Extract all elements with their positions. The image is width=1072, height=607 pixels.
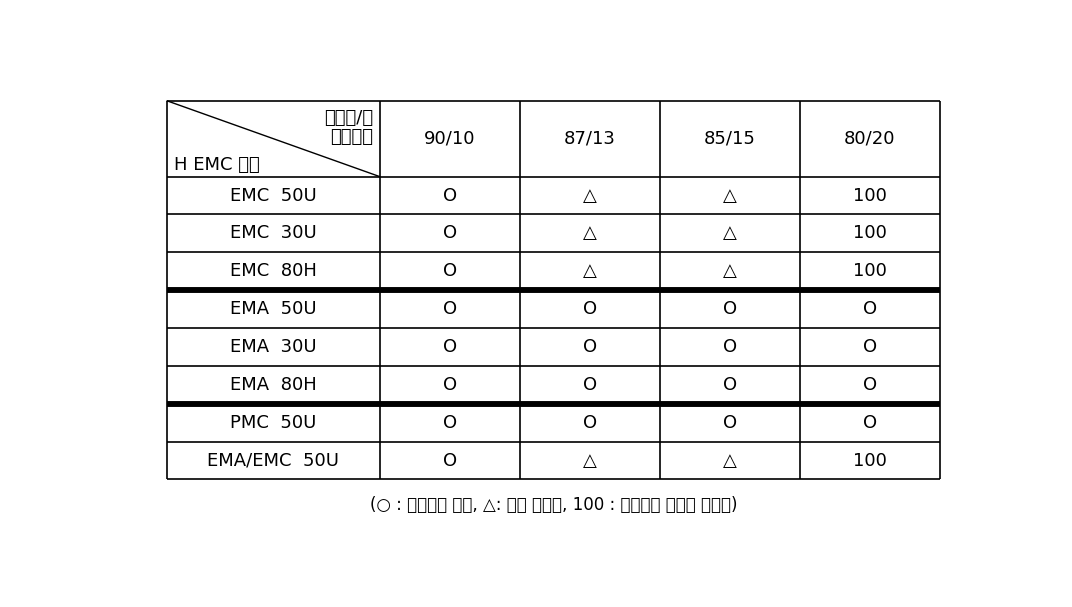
Text: △: △ — [723, 452, 736, 470]
Text: O: O — [723, 338, 736, 356]
Text: 85/15: 85/15 — [704, 130, 756, 148]
Text: 80/20: 80/20 — [844, 130, 895, 148]
Text: △: △ — [583, 452, 597, 470]
Text: O: O — [443, 452, 457, 470]
Text: △: △ — [583, 225, 597, 242]
Text: 100: 100 — [853, 186, 887, 205]
Text: O: O — [583, 338, 597, 356]
Text: 100: 100 — [853, 225, 887, 242]
Text: △: △ — [723, 262, 736, 280]
Text: O: O — [583, 414, 597, 432]
Text: (○ : 용해되지 않음, △: 일부 용해됨, 100 : 용해되어 점성을 드러냄): (○ : 용해되지 않음, △: 일부 용해됨, 100 : 용해되어 점성을 … — [370, 496, 738, 514]
Text: 아세톤/물: 아세톤/물 — [324, 109, 373, 126]
Text: △: △ — [583, 262, 597, 280]
Text: O: O — [723, 376, 736, 394]
Text: O: O — [443, 414, 457, 432]
Text: O: O — [583, 376, 597, 394]
Text: O: O — [863, 338, 877, 356]
Text: O: O — [863, 414, 877, 432]
Text: EMC  50U: EMC 50U — [230, 186, 317, 205]
Text: PMC  50U: PMC 50U — [230, 414, 316, 432]
Text: EMC  80H: EMC 80H — [230, 262, 317, 280]
Text: O: O — [443, 300, 457, 318]
Text: EMA  50U: EMA 50U — [230, 300, 317, 318]
Text: O: O — [723, 300, 736, 318]
Text: △: △ — [723, 225, 736, 242]
Text: EMC  30U: EMC 30U — [230, 225, 317, 242]
Text: 87/13: 87/13 — [564, 130, 615, 148]
Text: O: O — [863, 300, 877, 318]
Text: EMA/EMC  50U: EMA/EMC 50U — [208, 452, 340, 470]
Text: 100: 100 — [853, 452, 887, 470]
Text: 100: 100 — [853, 262, 887, 280]
Text: O: O — [723, 414, 736, 432]
Text: 90/10: 90/10 — [425, 130, 476, 148]
Text: △: △ — [723, 186, 736, 205]
Text: O: O — [443, 262, 457, 280]
Text: O: O — [583, 300, 597, 318]
Text: EMA  30U: EMA 30U — [230, 338, 317, 356]
Text: O: O — [443, 186, 457, 205]
Text: O: O — [863, 376, 877, 394]
Text: EMA  80H: EMA 80H — [230, 376, 317, 394]
Text: O: O — [443, 376, 457, 394]
Text: H EMC 종류: H EMC 종류 — [174, 156, 259, 174]
Text: O: O — [443, 225, 457, 242]
Text: △: △ — [583, 186, 597, 205]
Text: 혼합비율: 혼합비율 — [330, 128, 373, 146]
Text: O: O — [443, 338, 457, 356]
